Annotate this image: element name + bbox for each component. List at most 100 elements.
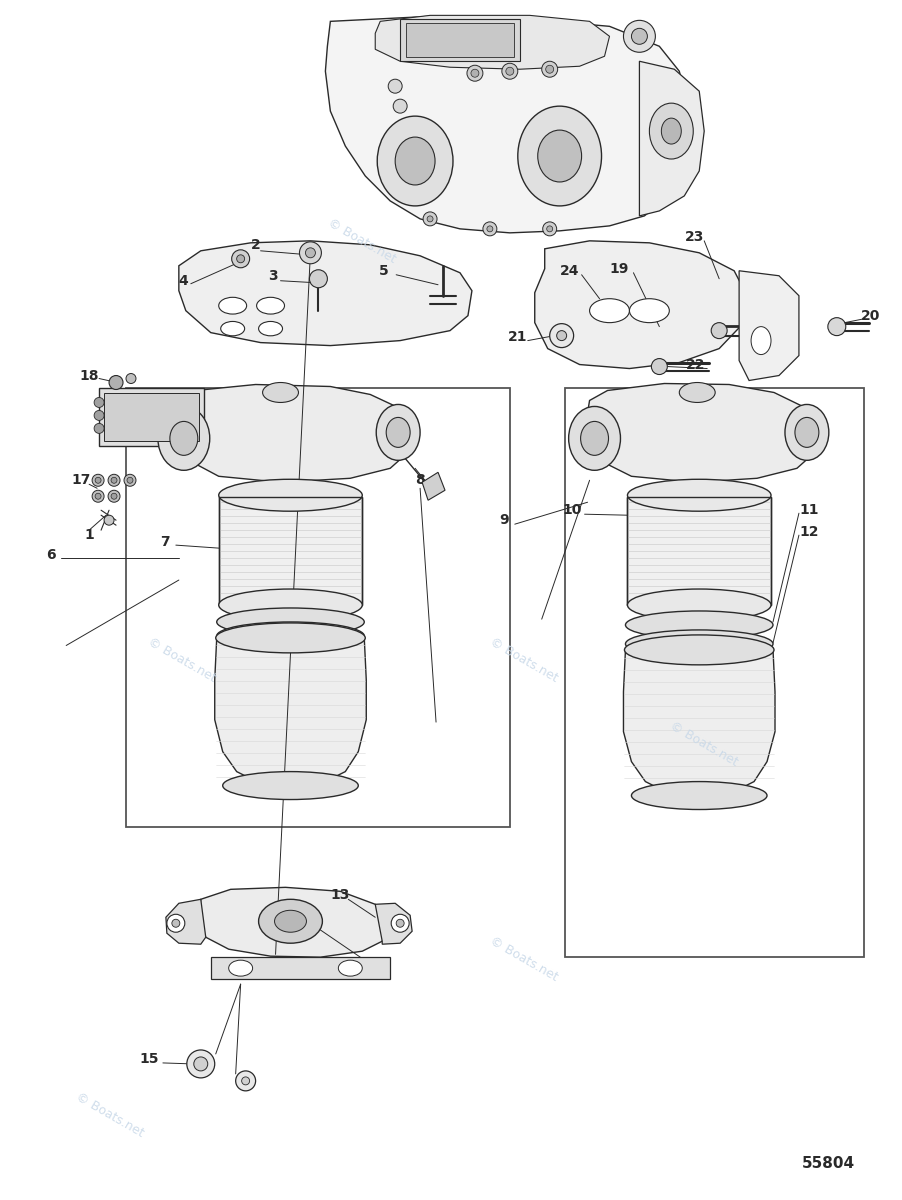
Polygon shape bbox=[325, 17, 688, 233]
Polygon shape bbox=[215, 638, 366, 786]
Ellipse shape bbox=[625, 630, 772, 658]
Text: 1: 1 bbox=[84, 528, 94, 542]
Bar bbox=[99, 389, 204, 446]
Ellipse shape bbox=[218, 589, 362, 620]
Circle shape bbox=[127, 478, 133, 484]
Ellipse shape bbox=[629, 299, 668, 323]
Ellipse shape bbox=[580, 421, 608, 455]
Ellipse shape bbox=[630, 781, 766, 810]
Circle shape bbox=[423, 212, 437, 226]
Polygon shape bbox=[639, 61, 704, 216]
Text: 8: 8 bbox=[415, 473, 425, 487]
Ellipse shape bbox=[376, 404, 419, 461]
Circle shape bbox=[242, 1076, 249, 1085]
Text: 2: 2 bbox=[251, 238, 260, 252]
Ellipse shape bbox=[377, 116, 453, 206]
Text: 55804: 55804 bbox=[801, 1156, 854, 1171]
Circle shape bbox=[108, 491, 120, 503]
Polygon shape bbox=[622, 650, 774, 796]
Ellipse shape bbox=[258, 322, 282, 336]
Ellipse shape bbox=[395, 137, 435, 185]
Text: 15: 15 bbox=[139, 1052, 159, 1066]
Text: © Boats.net: © Boats.net bbox=[145, 635, 217, 684]
Circle shape bbox=[94, 424, 104, 433]
Ellipse shape bbox=[256, 298, 284, 314]
Circle shape bbox=[92, 474, 104, 486]
Ellipse shape bbox=[218, 479, 362, 511]
Polygon shape bbox=[375, 904, 411, 944]
Text: 21: 21 bbox=[508, 330, 527, 343]
Ellipse shape bbox=[223, 772, 358, 799]
Bar bbox=[218, 497, 362, 605]
Text: 6: 6 bbox=[46, 548, 56, 562]
Circle shape bbox=[187, 1050, 215, 1078]
Ellipse shape bbox=[678, 383, 714, 402]
Text: 7: 7 bbox=[160, 535, 170, 550]
Text: MERCATHODE: MERCATHODE bbox=[131, 415, 171, 420]
Text: © Boats.net: © Boats.net bbox=[487, 635, 559, 684]
Circle shape bbox=[502, 64, 517, 79]
Circle shape bbox=[108, 474, 120, 486]
Polygon shape bbox=[375, 16, 609, 70]
Text: 4: 4 bbox=[178, 274, 188, 288]
Text: 9: 9 bbox=[499, 514, 508, 527]
Text: 20: 20 bbox=[861, 308, 879, 323]
Ellipse shape bbox=[624, 635, 773, 665]
Text: © Boats.net: © Boats.net bbox=[667, 719, 739, 768]
Text: 16: 16 bbox=[131, 406, 151, 420]
Ellipse shape bbox=[784, 404, 828, 461]
Ellipse shape bbox=[262, 383, 299, 402]
Ellipse shape bbox=[220, 322, 244, 336]
Circle shape bbox=[486, 226, 492, 232]
Ellipse shape bbox=[537, 130, 581, 182]
Ellipse shape bbox=[216, 623, 365, 653]
Circle shape bbox=[92, 491, 104, 503]
Ellipse shape bbox=[649, 103, 693, 160]
Circle shape bbox=[827, 318, 845, 336]
Text: 23: 23 bbox=[684, 230, 704, 244]
Text: © Boats.net: © Boats.net bbox=[487, 935, 559, 984]
Circle shape bbox=[109, 376, 123, 390]
Circle shape bbox=[483, 222, 496, 236]
Text: 3: 3 bbox=[268, 269, 277, 283]
Ellipse shape bbox=[750, 326, 770, 354]
Circle shape bbox=[505, 67, 513, 76]
Polygon shape bbox=[198, 887, 388, 958]
Circle shape bbox=[391, 914, 409, 932]
Ellipse shape bbox=[216, 622, 364, 650]
Ellipse shape bbox=[228, 960, 253, 976]
Bar bbox=[104, 394, 198, 442]
Ellipse shape bbox=[627, 479, 770, 511]
Text: © Boats.net: © Boats.net bbox=[325, 216, 398, 265]
Bar bbox=[564, 389, 863, 958]
Circle shape bbox=[305, 248, 315, 258]
Bar bbox=[627, 497, 770, 605]
Circle shape bbox=[309, 270, 327, 288]
Circle shape bbox=[171, 919, 179, 928]
Circle shape bbox=[549, 324, 573, 348]
Bar bbox=[218, 497, 362, 605]
Circle shape bbox=[194, 1057, 207, 1070]
Text: 22: 22 bbox=[685, 358, 704, 372]
Text: 14: 14 bbox=[297, 917, 316, 930]
Text: 24: 24 bbox=[559, 264, 579, 277]
Circle shape bbox=[124, 474, 136, 486]
Circle shape bbox=[427, 216, 433, 222]
Ellipse shape bbox=[216, 608, 364, 636]
Circle shape bbox=[388, 79, 401, 94]
Circle shape bbox=[111, 478, 117, 484]
Text: 18: 18 bbox=[79, 368, 98, 383]
Circle shape bbox=[466, 65, 483, 82]
Ellipse shape bbox=[589, 299, 629, 323]
Bar bbox=[406, 23, 513, 58]
Circle shape bbox=[392, 100, 407, 113]
Circle shape bbox=[711, 323, 726, 338]
Polygon shape bbox=[534, 241, 746, 368]
Ellipse shape bbox=[517, 106, 601, 206]
Circle shape bbox=[94, 410, 104, 420]
Polygon shape bbox=[179, 241, 472, 346]
Circle shape bbox=[236, 254, 244, 263]
Bar bbox=[627, 497, 770, 605]
Ellipse shape bbox=[386, 418, 410, 448]
Ellipse shape bbox=[794, 418, 818, 448]
